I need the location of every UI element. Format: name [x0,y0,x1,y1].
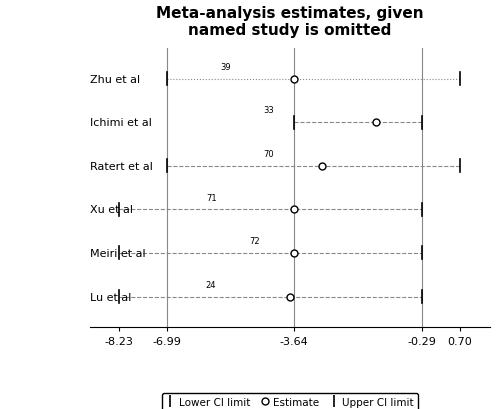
Text: Meiri et al: Meiri et al [90,248,146,258]
Text: 70: 70 [264,150,274,159]
Title: Meta-analysis estimates, given
named study is omitted: Meta-analysis estimates, given named stu… [156,6,424,38]
Text: Zhu et al: Zhu et al [90,74,140,85]
Text: Xu et al: Xu et al [90,205,133,215]
Text: 72: 72 [249,236,260,245]
Legend: Lower CI limit, Estimate, Upper CI limit: Lower CI limit, Estimate, Upper CI limit [162,393,418,409]
Text: Lu et al: Lu et al [90,292,132,302]
Text: 39: 39 [220,63,231,72]
Text: 71: 71 [206,193,216,202]
Text: 24: 24 [206,280,216,289]
Text: Ratert et al: Ratert et al [90,162,153,171]
Text: 33: 33 [264,106,274,115]
Text: Ichimi et al: Ichimi et al [90,118,152,128]
